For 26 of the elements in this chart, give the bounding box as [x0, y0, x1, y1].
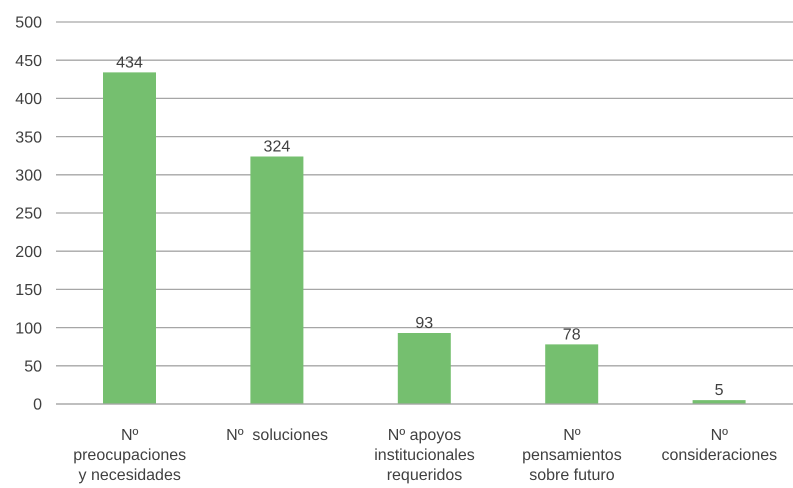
- bar: [250, 156, 304, 404]
- y-tick-label: 350: [15, 129, 42, 146]
- data-label: 434: [116, 54, 143, 72]
- x-tick-label: Nº apoyos institucionales requeridos: [374, 427, 475, 484]
- y-tick-label: 250: [15, 206, 42, 223]
- y-tick-label: 450: [15, 52, 42, 70]
- y-tick-label: 300: [15, 167, 42, 184]
- y-tick-label: 100: [15, 320, 42, 338]
- x-tick-label: Nº preocupaciones y necesidades: [73, 427, 186, 484]
- bar: [398, 332, 451, 404]
- data-label: 78: [562, 326, 581, 344]
- y-tick-label: 200: [15, 244, 42, 261]
- x-tick-label: Nº consideraciones: [661, 427, 778, 464]
- y-tick-label: 50: [24, 358, 42, 376]
- data-label: 324: [264, 138, 290, 156]
- bar: [103, 72, 156, 404]
- x-tick-label: Nº pensamientos sobre futuro: [522, 427, 622, 484]
- bar: [545, 344, 598, 404]
- x-tick-label: Nº soluciones: [226, 427, 328, 444]
- y-tick-label: 400: [15, 91, 42, 108]
- bar: [692, 400, 746, 404]
- data-label: 5: [714, 382, 724, 400]
- data-label: 93: [415, 314, 434, 332]
- y-tick-label: 500: [15, 14, 42, 32]
- y-tick-label: 150: [15, 282, 42, 300]
- y-tick-label: 0: [33, 396, 42, 414]
